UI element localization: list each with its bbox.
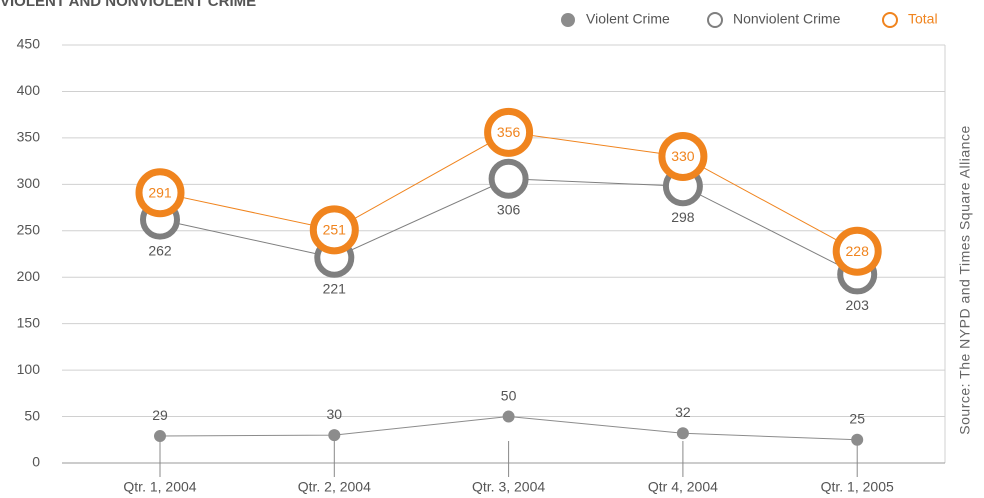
x-tick-label: Qtr 4, 2004: [648, 479, 718, 495]
data-label: 356: [497, 124, 521, 140]
point: [484, 107, 534, 157]
data-label: 29: [152, 407, 168, 423]
data-label: 298: [671, 209, 695, 225]
y-tick-label: 400: [17, 82, 41, 98]
point: [676, 427, 689, 440]
point: [658, 131, 708, 181]
chart-title: VIOLENT AND NONVIOLENT CRIME: [0, 0, 256, 10]
x-tick-label: Qtr. 3, 2004: [472, 479, 545, 495]
data-label: 221: [323, 280, 347, 296]
data-label: 32: [675, 404, 691, 420]
y-tick-label: 350: [17, 129, 41, 145]
data-label: 262: [148, 242, 172, 258]
data-label: 228: [846, 243, 870, 259]
source-note: Source: The NYPD and Times Square Allian…: [957, 125, 973, 434]
legend-label: Violent Crime: [586, 11, 670, 27]
y-tick-label: 100: [17, 361, 41, 377]
data-label: 291: [148, 184, 172, 200]
y-tick-label: 150: [17, 314, 41, 330]
data-label: 50: [501, 387, 517, 403]
point: [851, 433, 864, 446]
y-tick-label: 300: [17, 175, 41, 191]
legend-label: Nonviolent Crime: [733, 11, 841, 27]
legend-label: Total: [908, 11, 938, 27]
point: [502, 410, 515, 423]
y-tick-label: 250: [17, 221, 41, 237]
point: [135, 168, 185, 218]
data-label: 203: [846, 297, 870, 313]
x-tick-label: Qtr. 1, 2004: [123, 479, 196, 495]
point: [832, 226, 882, 276]
data-label: 30: [327, 406, 343, 422]
y-tick-label: 200: [17, 268, 41, 284]
data-label: 25: [849, 410, 865, 426]
y-tick-label: 450: [17, 36, 41, 52]
point: [488, 158, 529, 199]
point: [328, 429, 341, 442]
data-label: 330: [671, 148, 695, 164]
data-label: 306: [497, 201, 521, 217]
x-tick-label: Qtr. 2, 2004: [298, 479, 371, 495]
point: [154, 430, 166, 443]
point: [309, 205, 359, 255]
data-label: 251: [323, 222, 347, 238]
x-tick-label: Qtr. 1, 2005: [821, 479, 894, 495]
legend-marker: [561, 13, 575, 27]
y-tick-label: 0: [32, 454, 40, 470]
legend-marker: [707, 12, 723, 28]
legend-marker: [882, 12, 898, 28]
y-tick-label: 50: [24, 407, 40, 423]
